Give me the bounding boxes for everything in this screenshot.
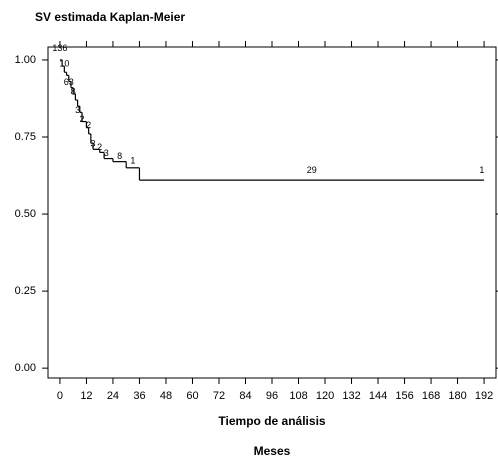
x-tick-label: 180: [448, 390, 466, 402]
at-risk-label: 136: [52, 43, 67, 53]
x-tick-label: 12: [80, 390, 92, 402]
x-tick-label: 156: [395, 390, 413, 402]
at-risk-label: 29: [307, 165, 317, 175]
x-tick-label: 36: [133, 390, 145, 402]
at-risk-label: 8: [117, 151, 122, 161]
at-risk-label: 63: [64, 77, 74, 87]
at-risk-label: 2: [97, 142, 102, 152]
x-tick-label: 108: [289, 390, 307, 402]
x-tick-label: 96: [266, 390, 278, 402]
x-tick-label: 192: [475, 390, 493, 402]
x-tick-label: 168: [422, 390, 440, 402]
at-risk-label: 1: [479, 165, 484, 175]
x-tick-label: 84: [239, 390, 251, 402]
y-tick-label: 0.25: [15, 285, 36, 297]
x-tick-label: 132: [342, 390, 360, 402]
y-tick-label: 0.00: [15, 362, 36, 374]
x-tick-label: 144: [369, 390, 387, 402]
at-risk-label: 8: [71, 86, 76, 96]
x-tick-label: 0: [57, 390, 63, 402]
x-axis-title: Tiempo de análisis: [218, 414, 325, 428]
x-tick-label: 24: [107, 390, 119, 402]
at-risk-label: 3: [91, 139, 96, 149]
x-tick-label: 48: [160, 390, 172, 402]
at-risk-label: 3: [75, 105, 80, 115]
x-axis-subtitle: Meses: [254, 444, 291, 458]
at-risk-label: 3: [104, 148, 109, 158]
x-tick-label: 60: [186, 390, 198, 402]
at-risk-label: 2: [86, 120, 91, 130]
x-tick-label: 72: [213, 390, 225, 402]
chart-title: SV estimada Kaplan-Meier: [35, 10, 185, 24]
y-tick-label: 0.50: [15, 208, 36, 220]
x-tick-label: 120: [316, 390, 334, 402]
at-risk-label: 10: [59, 59, 69, 69]
at-risk-label: 1: [130, 156, 135, 166]
y-tick-label: 0.75: [15, 131, 36, 143]
at-risk-label: 2: [80, 114, 85, 124]
y-tick-label: 1.00: [15, 54, 36, 66]
